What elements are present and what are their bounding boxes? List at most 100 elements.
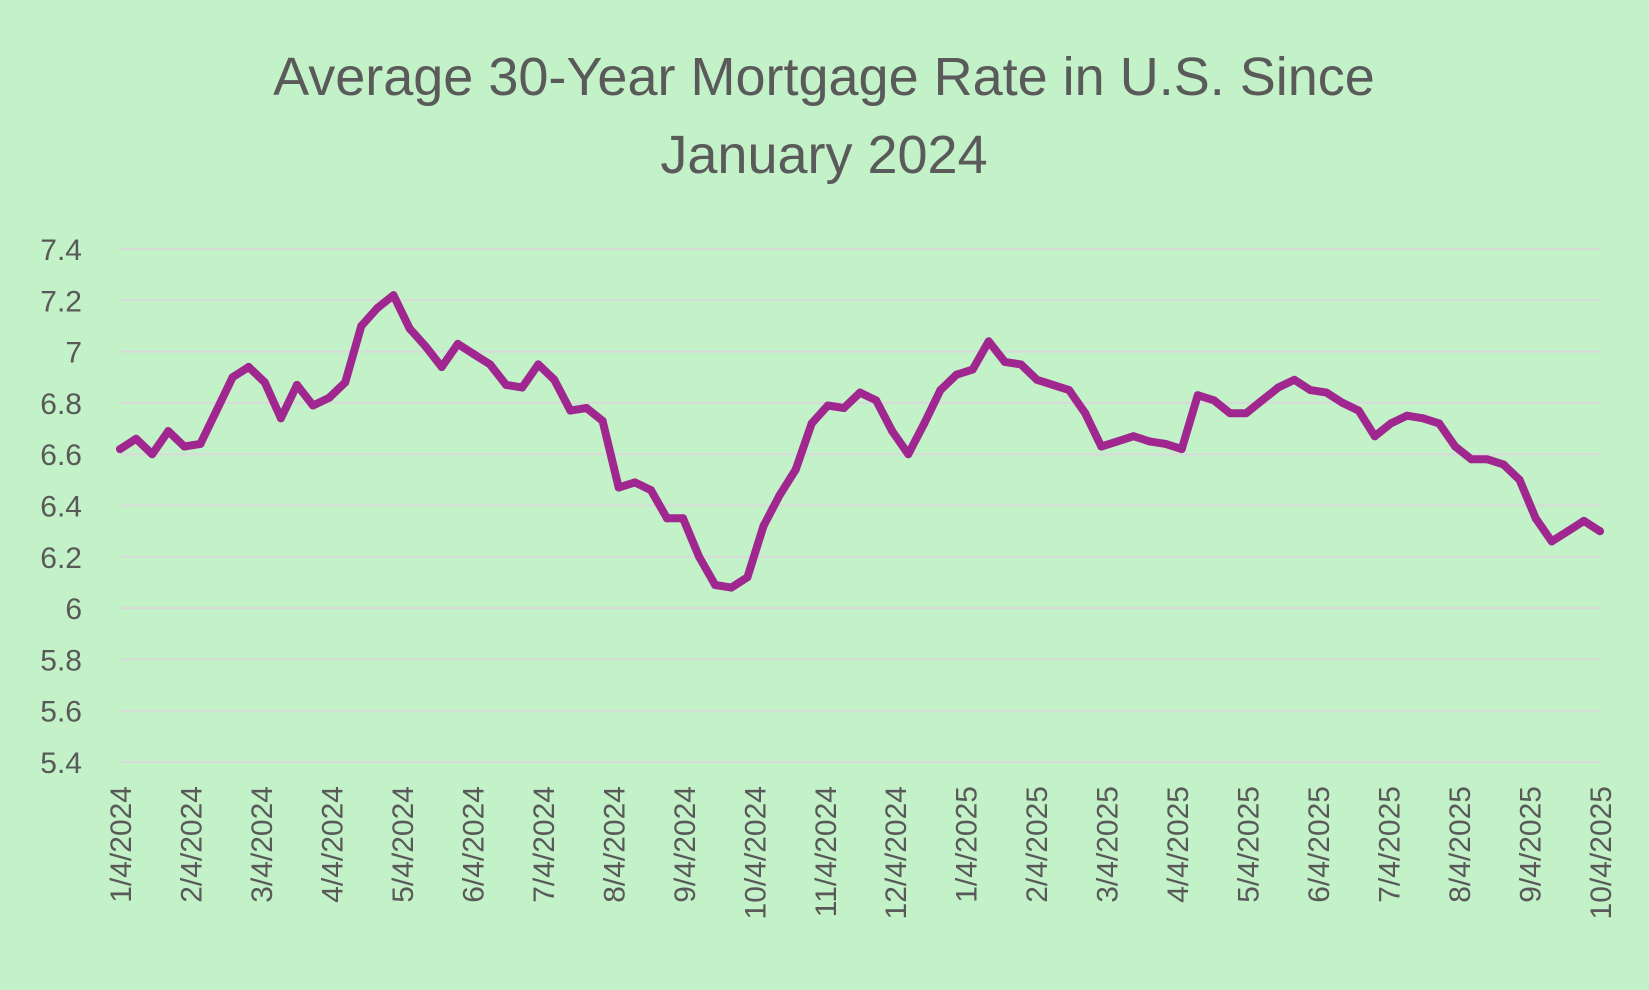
data-point xyxy=(1451,442,1460,451)
data-point xyxy=(1145,437,1154,446)
data-point xyxy=(711,581,720,590)
data-point xyxy=(856,388,864,397)
data-point xyxy=(389,291,398,300)
y-tick-label: 7.2 xyxy=(40,285,82,318)
data-point xyxy=(807,419,816,428)
data-point xyxy=(1338,398,1347,407)
data-point xyxy=(872,396,881,405)
data-point xyxy=(325,393,334,402)
x-tick-label: 4/4/2025 xyxy=(1162,786,1195,903)
data-point xyxy=(421,342,430,351)
data-point xyxy=(1081,409,1090,418)
y-tick-label: 7.4 xyxy=(40,234,82,267)
data-point xyxy=(437,362,446,371)
data-point xyxy=(904,450,913,459)
data-point xyxy=(341,378,350,387)
data-point xyxy=(486,360,494,369)
x-tick-label: 1/4/2024 xyxy=(105,786,138,903)
data-point xyxy=(598,416,607,425)
x-tick-label: 5/4/2025 xyxy=(1233,786,1266,903)
data-point xyxy=(727,583,736,592)
data-point xyxy=(1032,375,1041,384)
x-tick-label: 7/4/2025 xyxy=(1374,786,1407,903)
data-point xyxy=(743,573,752,582)
data-point xyxy=(196,439,205,448)
data-point xyxy=(1483,455,1492,464)
data-point xyxy=(1579,516,1588,525)
data-point xyxy=(1258,396,1267,405)
data-point xyxy=(984,337,993,346)
x-tick-label: 7/4/2024 xyxy=(528,786,561,903)
data-point xyxy=(1435,419,1444,428)
data-point xyxy=(292,380,301,389)
data-point xyxy=(662,514,671,523)
data-point xyxy=(566,406,575,415)
data-point xyxy=(920,419,929,428)
data-point xyxy=(148,450,157,459)
data-point xyxy=(1242,409,1251,418)
data-point xyxy=(1467,455,1476,464)
series-line xyxy=(116,291,1604,592)
x-tick-label: 9/4/2024 xyxy=(669,786,702,903)
data-point xyxy=(646,486,655,495)
x-tick-label: 9/4/2025 xyxy=(1515,786,1548,903)
x-axis-ticks: 1/4/2024 2/4/2024 3/4/2024 4/4/2024 5/4/2024… xyxy=(105,786,1618,919)
y-tick-label: 6.8 xyxy=(40,388,82,421)
data-point xyxy=(695,552,704,561)
x-tick-label: 10/4/2025 xyxy=(1585,786,1618,919)
x-tick-label: 3/4/2025 xyxy=(1092,786,1125,903)
y-tick-label: 5.8 xyxy=(40,644,82,677)
x-tick-label: 8/4/2025 xyxy=(1444,786,1477,903)
data-point xyxy=(534,360,543,369)
data-point xyxy=(502,380,511,389)
y-tick-label: 6 xyxy=(65,593,82,626)
data-point xyxy=(550,375,559,384)
data-point xyxy=(1049,380,1058,389)
data-point xyxy=(775,491,784,500)
data-point xyxy=(1531,514,1540,523)
x-tick-label: 6/4/2024 xyxy=(457,786,490,903)
y-tick-label: 5.6 xyxy=(40,696,82,729)
data-point xyxy=(244,362,253,371)
data-point xyxy=(1419,414,1428,423)
data-point xyxy=(132,434,141,443)
data-point xyxy=(1193,391,1202,400)
y-axis-ticks: 7.4 7.2 7 6.8 6.6 6.4 6.2 6 5.8 5.6 5.4 xyxy=(40,234,82,780)
data-point xyxy=(228,373,237,382)
chart-title: Average 30-Year Mortgage Rate in U.S. Si… xyxy=(273,47,1375,185)
data-point xyxy=(518,383,527,392)
data-point xyxy=(936,386,945,395)
data-point xyxy=(1402,411,1411,420)
data-point xyxy=(373,303,382,312)
x-tick-label: 2/4/2025 xyxy=(1021,786,1054,903)
data-point xyxy=(276,414,285,423)
data-point xyxy=(453,339,462,348)
data-point xyxy=(260,378,269,387)
x-tick-label: 3/4/2024 xyxy=(246,786,279,903)
y-tick-label: 6.4 xyxy=(40,491,82,524)
data-point xyxy=(1113,437,1122,446)
data-point xyxy=(1161,439,1170,448)
data-point xyxy=(212,406,221,415)
data-point xyxy=(839,404,848,413)
data-point xyxy=(1177,445,1186,454)
data-point xyxy=(1499,460,1508,469)
data-point xyxy=(309,401,318,410)
data-point xyxy=(968,365,977,374)
data-point xyxy=(180,442,189,451)
data-point xyxy=(1354,406,1363,415)
data-point xyxy=(1000,357,1009,366)
data-point xyxy=(1209,396,1218,405)
data-point xyxy=(823,401,832,410)
data-point xyxy=(1596,527,1604,536)
data-point xyxy=(1129,432,1138,441)
x-tick-label: 1/4/2025 xyxy=(951,786,984,903)
data-point xyxy=(582,404,591,413)
x-tick-label: 4/4/2024 xyxy=(316,786,349,903)
data-point xyxy=(791,465,800,474)
x-tick-label: 11/4/2024 xyxy=(810,786,843,917)
data-point xyxy=(679,514,688,523)
y-tick-label: 5.4 xyxy=(40,747,82,780)
